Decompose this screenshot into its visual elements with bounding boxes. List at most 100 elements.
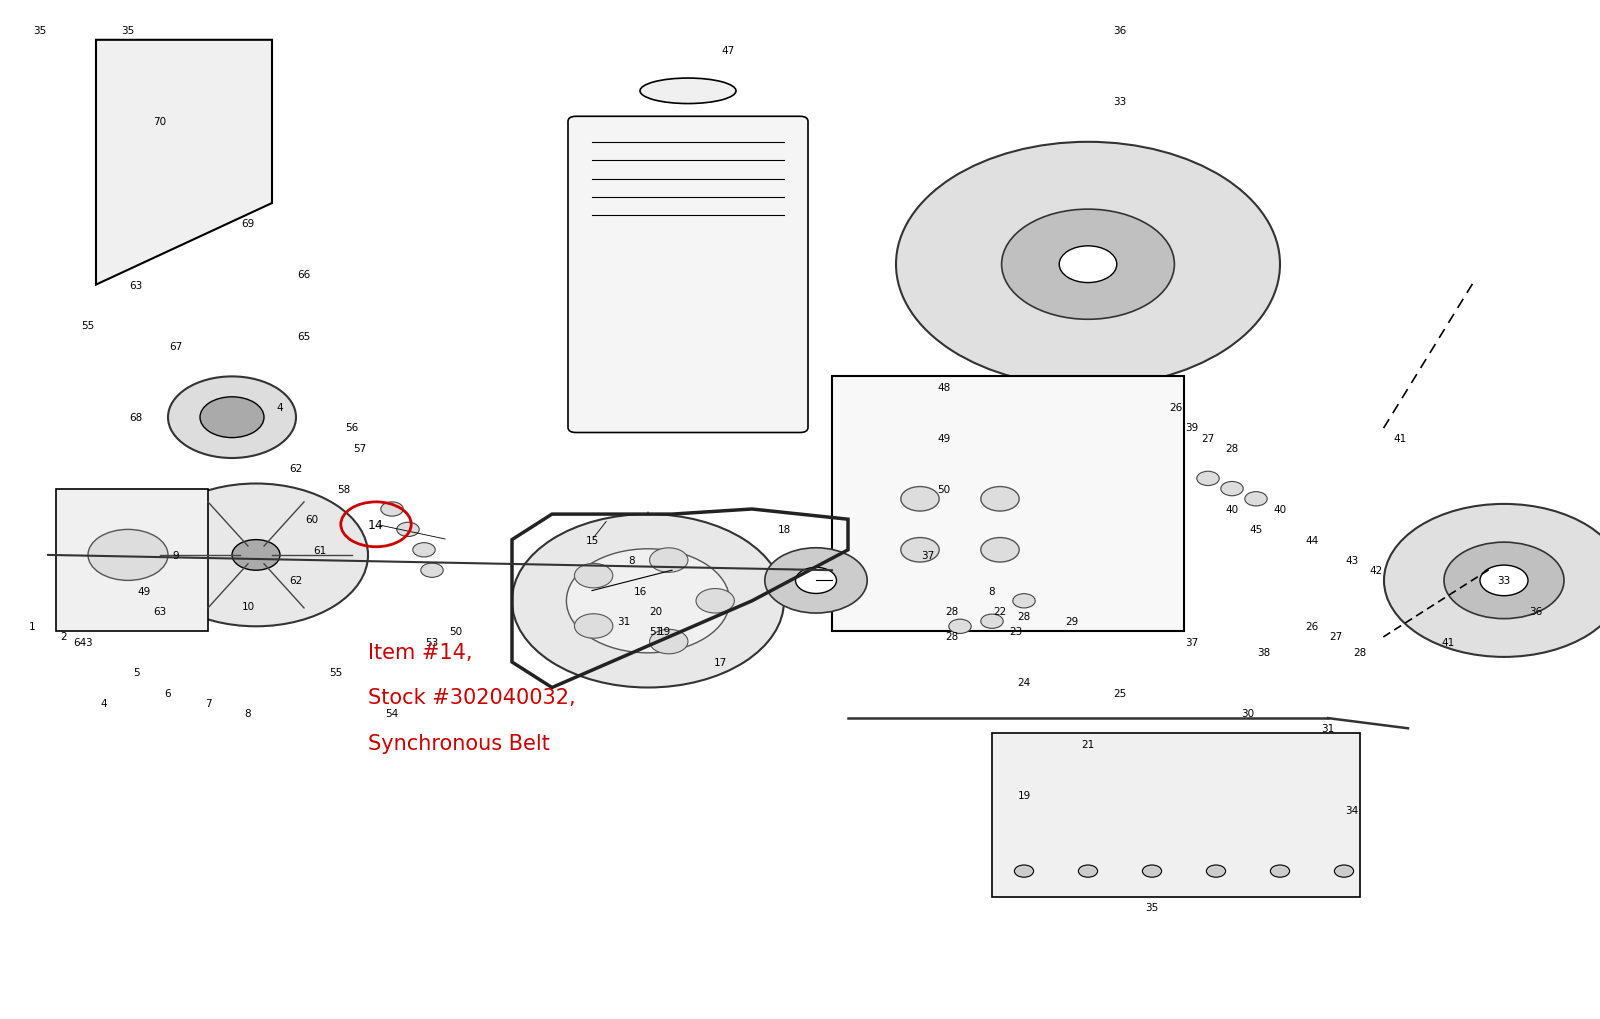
Circle shape <box>1334 865 1354 877</box>
Text: 18: 18 <box>778 525 790 535</box>
Text: 5: 5 <box>133 667 139 678</box>
Circle shape <box>574 614 613 639</box>
Circle shape <box>901 487 939 512</box>
Text: 17: 17 <box>714 657 726 667</box>
Text: 45: 45 <box>1250 525 1262 535</box>
Text: 36: 36 <box>1114 25 1126 36</box>
Text: 63: 63 <box>130 280 142 290</box>
Text: 28: 28 <box>1226 443 1238 453</box>
Text: 31: 31 <box>618 616 630 627</box>
Polygon shape <box>56 489 208 632</box>
Text: Item #14,: Item #14, <box>368 642 472 662</box>
Text: 7: 7 <box>205 698 211 708</box>
Text: 10: 10 <box>242 601 254 611</box>
Circle shape <box>1245 492 1267 506</box>
Circle shape <box>144 484 368 627</box>
Text: 29: 29 <box>1066 616 1078 627</box>
Text: 42: 42 <box>1370 566 1382 576</box>
Text: 63: 63 <box>154 606 166 616</box>
Text: 64: 64 <box>74 637 86 647</box>
Text: 43: 43 <box>1346 555 1358 566</box>
Text: 34: 34 <box>1346 805 1358 815</box>
Text: 49: 49 <box>938 433 950 443</box>
Text: 33: 33 <box>1114 97 1126 107</box>
Text: 2: 2 <box>61 632 67 642</box>
Text: 19: 19 <box>658 627 670 637</box>
Text: 39: 39 <box>1186 423 1198 433</box>
Circle shape <box>650 630 688 654</box>
Circle shape <box>1014 865 1034 877</box>
Text: 8: 8 <box>245 708 251 718</box>
Circle shape <box>413 543 435 557</box>
Circle shape <box>650 548 688 573</box>
Circle shape <box>1480 566 1528 596</box>
Text: 8: 8 <box>989 586 995 596</box>
Circle shape <box>512 515 784 688</box>
Circle shape <box>1002 210 1174 320</box>
Text: 53: 53 <box>426 637 438 647</box>
Text: 48: 48 <box>938 382 950 392</box>
FancyBboxPatch shape <box>568 117 808 433</box>
Circle shape <box>1206 865 1226 877</box>
Circle shape <box>421 564 443 578</box>
Text: 26: 26 <box>1306 622 1318 632</box>
Circle shape <box>566 549 730 653</box>
Text: 26: 26 <box>1170 403 1182 413</box>
Text: 58: 58 <box>338 484 350 494</box>
Text: 66: 66 <box>298 270 310 280</box>
Text: 35: 35 <box>122 25 134 36</box>
Text: 37: 37 <box>922 550 934 560</box>
Text: 62: 62 <box>290 576 302 586</box>
Text: 25: 25 <box>1114 688 1126 698</box>
Circle shape <box>896 143 1280 387</box>
Text: 62: 62 <box>290 464 302 474</box>
Polygon shape <box>96 41 272 285</box>
Text: 56: 56 <box>346 423 358 433</box>
Text: 54: 54 <box>386 708 398 718</box>
Text: 36: 36 <box>1530 606 1542 616</box>
Circle shape <box>765 548 867 613</box>
Text: 40: 40 <box>1274 504 1286 515</box>
Text: 65: 65 <box>298 331 310 341</box>
Circle shape <box>88 530 168 581</box>
Text: 28: 28 <box>946 606 958 616</box>
Circle shape <box>574 564 613 588</box>
Text: 33: 33 <box>1498 576 1510 586</box>
Text: 15: 15 <box>586 535 598 545</box>
Text: 24: 24 <box>1018 678 1030 688</box>
Polygon shape <box>992 734 1360 897</box>
Circle shape <box>795 568 837 594</box>
Text: 35: 35 <box>1146 902 1158 912</box>
Text: 8: 8 <box>629 555 635 566</box>
Text: 50: 50 <box>450 627 462 637</box>
FancyBboxPatch shape <box>832 377 1184 632</box>
Text: 19: 19 <box>1018 790 1030 800</box>
Text: 68: 68 <box>130 413 142 423</box>
Text: 23: 23 <box>1010 627 1022 637</box>
Text: 28: 28 <box>946 632 958 642</box>
Text: 47: 47 <box>722 46 734 56</box>
Text: 6: 6 <box>165 688 171 698</box>
Text: 28: 28 <box>1354 647 1366 657</box>
Text: Synchronous Belt: Synchronous Belt <box>368 734 550 754</box>
Circle shape <box>1384 504 1600 657</box>
Circle shape <box>168 377 296 459</box>
Text: 1: 1 <box>29 622 35 632</box>
Text: 55: 55 <box>82 321 94 331</box>
Circle shape <box>1059 247 1117 283</box>
Circle shape <box>949 620 971 634</box>
Text: 41: 41 <box>1442 637 1454 647</box>
Text: 50: 50 <box>938 484 950 494</box>
Circle shape <box>200 397 264 438</box>
Text: 40: 40 <box>1226 504 1238 515</box>
Text: 22: 22 <box>994 606 1006 616</box>
Circle shape <box>397 523 419 537</box>
Text: 31: 31 <box>1322 723 1334 734</box>
Text: 60: 60 <box>306 515 318 525</box>
Text: 69: 69 <box>242 219 254 229</box>
Text: 70: 70 <box>154 117 166 127</box>
Text: 35: 35 <box>34 25 46 36</box>
Text: 28: 28 <box>1018 611 1030 622</box>
Text: 4: 4 <box>101 698 107 708</box>
Text: 37: 37 <box>1186 637 1198 647</box>
